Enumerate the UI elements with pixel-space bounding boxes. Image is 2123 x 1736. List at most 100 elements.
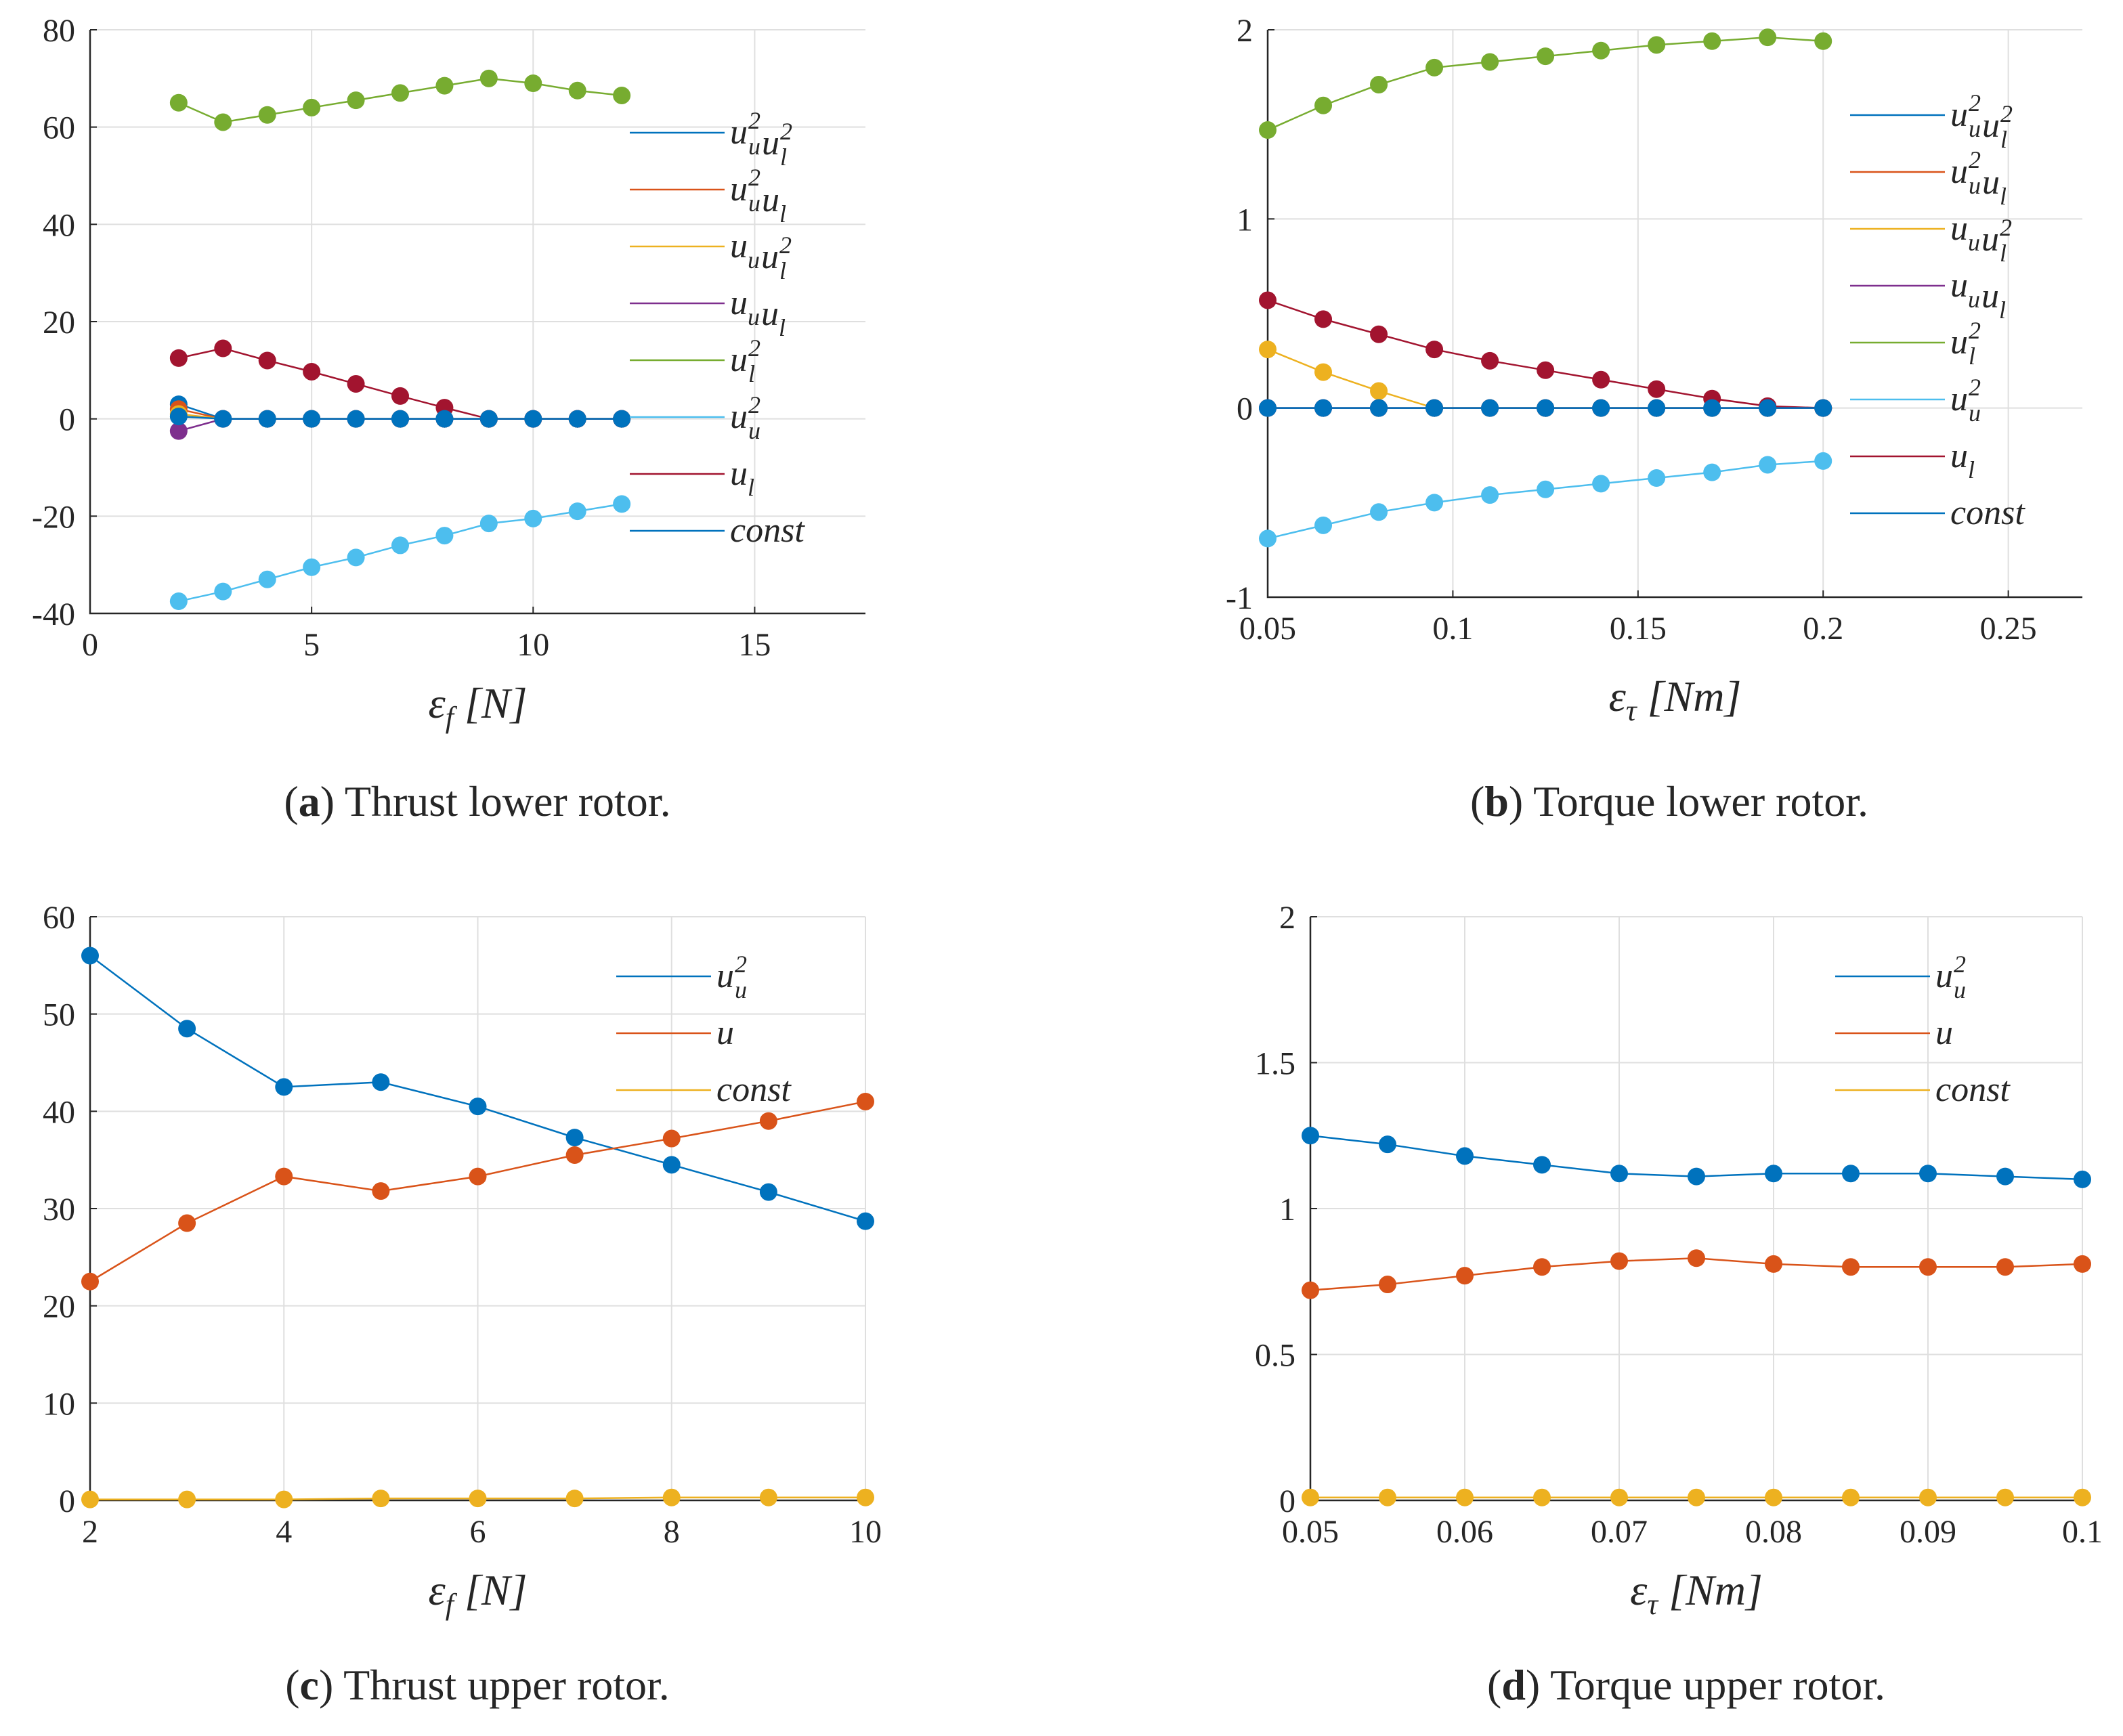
data-point	[1425, 399, 1444, 417]
data-point	[568, 410, 586, 428]
x-tick-label: 0.06	[1436, 1514, 1493, 1550]
data-point	[613, 86, 631, 104]
y-tick-label: 0	[59, 402, 75, 438]
data-point	[169, 592, 188, 611]
data-point	[1842, 1258, 1860, 1276]
data-point	[169, 408, 188, 426]
data-point	[81, 1490, 99, 1509]
data-point	[1759, 399, 1777, 417]
data-point	[347, 91, 365, 110]
data-point	[1765, 1255, 1782, 1273]
y-tick-label: 60	[43, 900, 75, 936]
data-point	[662, 1488, 681, 1506]
data-point	[1533, 1488, 1551, 1506]
data-point	[1425, 341, 1444, 359]
data-point	[81, 947, 99, 965]
data-point	[258, 351, 276, 370]
data-point	[275, 1490, 293, 1509]
data-point	[1314, 516, 1333, 534]
figure-caption: (c) Thrust upper rotor.	[285, 1661, 670, 1709]
x-axis-label: ετ [Nm]	[1630, 1566, 1763, 1621]
data-point	[2074, 1488, 2091, 1506]
data-point	[435, 410, 454, 428]
figure-caption: (d) Torque upper rotor.	[1487, 1661, 1885, 1709]
data-point	[1765, 1165, 1782, 1183]
data-point	[372, 1490, 390, 1508]
data-point	[1379, 1276, 1396, 1294]
data-point	[1370, 325, 1388, 343]
data-point	[303, 410, 321, 428]
data-point	[391, 410, 409, 428]
data-point	[1996, 1258, 2014, 1276]
data-point	[1370, 399, 1388, 417]
data-point	[613, 410, 631, 428]
data-point	[1425, 58, 1444, 77]
data-point	[662, 1156, 681, 1174]
x-tick-label: 0.05	[1239, 611, 1296, 647]
x-tick-label: 15	[738, 627, 771, 663]
y-tick-label: 50	[43, 997, 75, 1033]
data-point	[1456, 1147, 1474, 1165]
data-point	[1370, 503, 1388, 521]
x-tick-label: 0.07	[1591, 1514, 1648, 1550]
legend-entry: uuu2 l	[730, 227, 792, 284]
data-point	[1842, 1488, 1860, 1506]
data-point	[1533, 1258, 1551, 1276]
data-point	[1302, 1281, 1319, 1299]
data-point	[347, 374, 365, 393]
y-tick-label: 2	[1237, 13, 1253, 49]
data-point	[1259, 121, 1277, 139]
legend-entry: u2 u	[1950, 374, 1981, 427]
data-point	[469, 1167, 487, 1186]
x-tick-label: 0.1	[1432, 611, 1473, 647]
y-tick-label: 0	[1279, 1483, 1295, 1519]
data-point	[1537, 399, 1555, 417]
x-tick-label: 5	[303, 627, 320, 663]
data-point	[1610, 1488, 1628, 1506]
data-point	[1537, 480, 1555, 498]
data-point	[1688, 1249, 1705, 1267]
x-tick-label: 2	[82, 1514, 98, 1550]
data-point	[1537, 47, 1555, 66]
data-point	[1688, 1167, 1705, 1186]
data-point	[1703, 463, 1721, 481]
data-point	[1314, 96, 1333, 114]
x-tick-label: 0.1	[2062, 1514, 2103, 1550]
data-point	[178, 1490, 196, 1509]
figure-caption: (a) Thrust lower rotor.	[284, 777, 670, 825]
data-point	[479, 410, 498, 428]
data-point	[1919, 1258, 1937, 1276]
legend-entry: const	[716, 1070, 792, 1109]
data-point	[1648, 36, 1666, 54]
x-tick-label: 0.08	[1745, 1514, 1802, 1550]
data-point	[1592, 41, 1610, 60]
figure-caption: (b) Torque lower rotor.	[1470, 777, 1868, 825]
x-axis-label: ετ [Nm]	[1609, 672, 1742, 727]
data-point	[1259, 529, 1277, 548]
y-tick-label: 80	[43, 13, 75, 49]
data-point	[1610, 1252, 1628, 1270]
data-point	[275, 1078, 293, 1096]
x-tick-label: 10	[517, 627, 549, 663]
data-point	[214, 410, 232, 428]
x-tick-label: 8	[664, 1514, 680, 1550]
legend-entry: ul	[730, 454, 754, 501]
data-point	[759, 1112, 777, 1130]
data-point	[372, 1073, 390, 1091]
legend-entry: u2 u	[730, 391, 760, 444]
y-tick-label: 0	[59, 1483, 75, 1519]
data-point	[759, 1183, 777, 1201]
y-tick-label: 1	[1237, 202, 1253, 238]
legend-entry: u2 uul	[730, 164, 786, 227]
data-point	[568, 502, 586, 521]
x-tick-label: 0.05	[1282, 1514, 1339, 1550]
data-point	[662, 1129, 681, 1148]
data-point	[178, 1214, 196, 1232]
y-tick-label: -40	[32, 596, 75, 632]
data-point	[857, 1212, 874, 1230]
legend-entry: uuul	[730, 284, 786, 341]
y-tick-label: 60	[43, 110, 75, 146]
